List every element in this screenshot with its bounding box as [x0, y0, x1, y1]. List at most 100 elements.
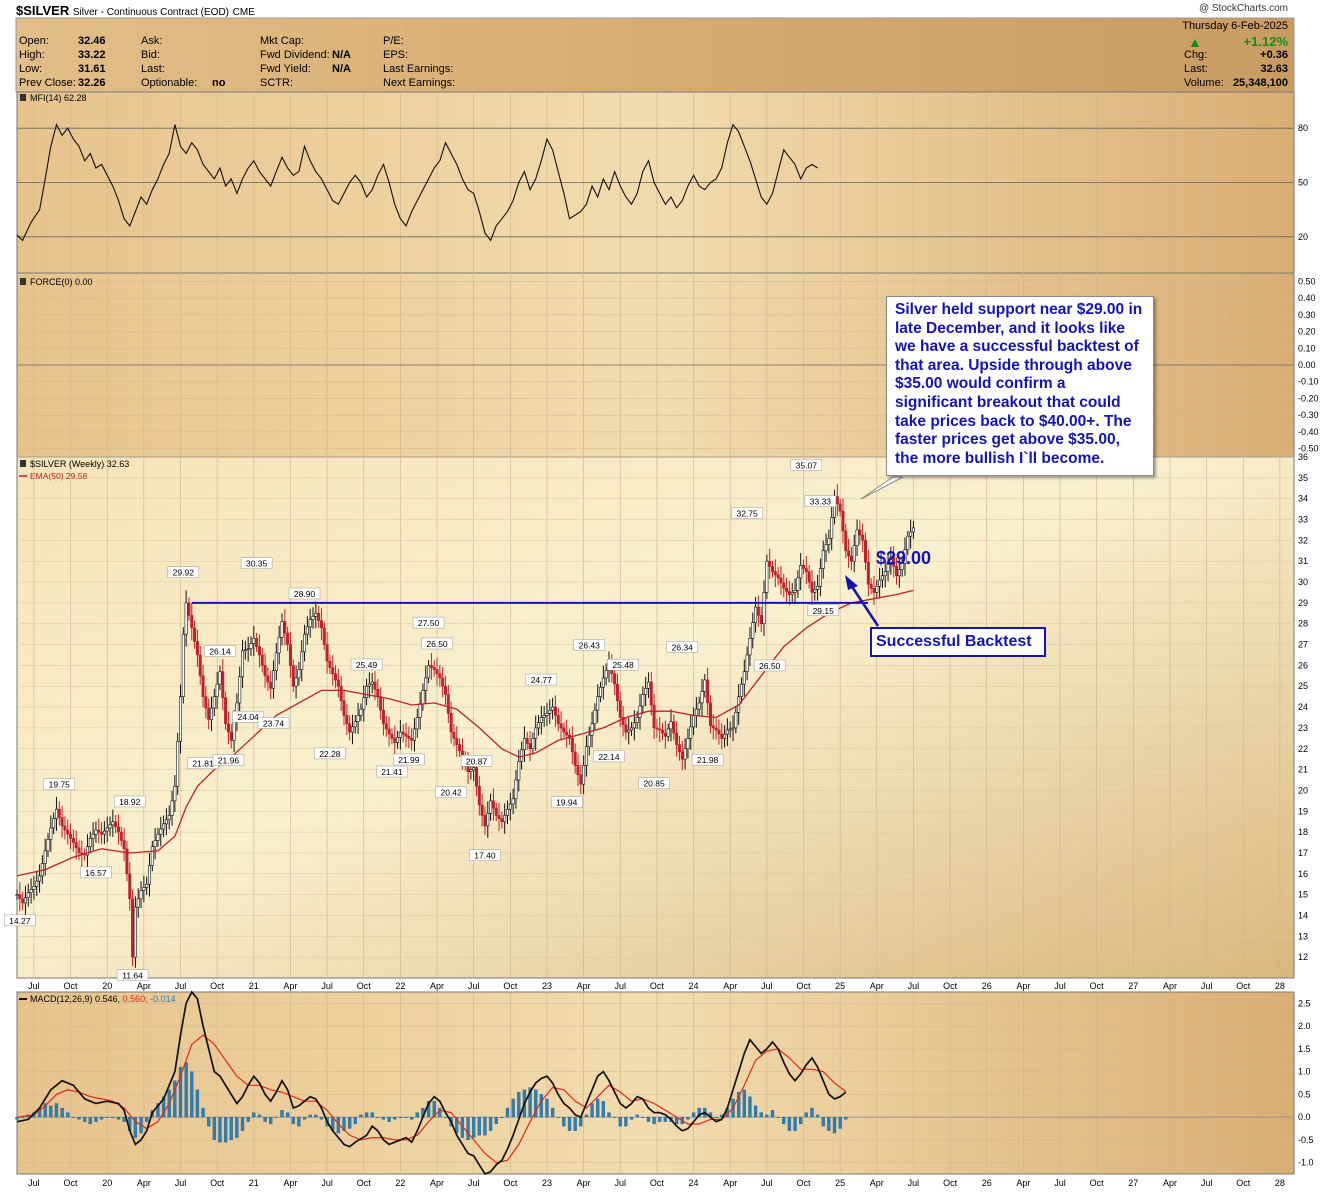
candle-body [131, 898, 135, 958]
macd-histogram-bar [770, 1110, 775, 1118]
backtest-callout: Successful Backtest [870, 627, 1046, 657]
candle-body [872, 587, 876, 593]
candle-body [799, 565, 803, 579]
candle-body [892, 556, 896, 567]
price-tick-label: 16 [1298, 869, 1308, 879]
candle-body [38, 875, 42, 882]
price-tick-label: 21 [1298, 765, 1308, 775]
price-tick-label: 33 [1298, 515, 1308, 525]
candle-body [232, 721, 236, 741]
candle-body [683, 748, 687, 760]
candle-body [274, 652, 278, 671]
candle-body [514, 779, 518, 800]
price-label-box [257, 717, 290, 729]
macd-histogram-bar [240, 1116, 245, 1131]
candle-body [336, 679, 340, 687]
candle-body [807, 571, 811, 583]
candle-body [539, 717, 543, 724]
macd-histogram-bar [314, 1114, 318, 1118]
macd-histogram-bar [54, 1103, 59, 1118]
macd-signal-line [16, 1034, 847, 1164]
mfi-line [16, 123, 818, 242]
macd-legend-signal: 0.560, [123, 994, 151, 1004]
macd-histogram-bar [83, 1116, 87, 1122]
candle-body [511, 798, 515, 805]
candle-body [537, 722, 541, 729]
price-label-box [469, 849, 501, 861]
price-label-box [525, 673, 558, 686]
macd-histogram-bar [607, 1112, 611, 1118]
macd-histogram-bar [776, 1116, 780, 1118]
x-tick-label: Apr [1016, 981, 1030, 991]
candle-body [796, 577, 800, 591]
candle-body [852, 545, 856, 562]
x-tick-label: Jul [321, 981, 333, 991]
candle-body [449, 713, 453, 733]
candle-body [604, 670, 608, 679]
candle-body [714, 727, 718, 731]
candle-body [590, 723, 594, 736]
price-label-box [43, 778, 76, 790]
macd-histogram-bar [658, 1116, 662, 1122]
x-tick-label: Apr [283, 981, 297, 991]
open-value: 32.46 [78, 35, 106, 47]
candle-body [816, 585, 820, 590]
candle-body [401, 731, 405, 735]
candle-body [438, 673, 442, 679]
candle-body [348, 723, 352, 733]
ema-legend: EMA(50) 29.58 [30, 471, 87, 481]
macd-histogram-bar [404, 1116, 408, 1118]
price-tick-label: 13 [1298, 931, 1308, 941]
candle-body [875, 585, 879, 593]
bid-label: Bid: [141, 49, 160, 61]
price-label: 20.42 [440, 788, 462, 798]
macd-histogram-bar [274, 1116, 278, 1118]
candle-body [353, 721, 357, 728]
macd-histogram-bar [156, 1103, 160, 1118]
candle-body [494, 807, 498, 816]
candle-body [697, 702, 701, 710]
price-label-box [114, 795, 146, 808]
macd-histogram-bar [94, 1116, 98, 1122]
fwd-dividend-value: N/A [332, 49, 351, 61]
price-label: 24.04 [238, 712, 260, 722]
candle-body [396, 736, 400, 743]
price-tick-label: 28 [1298, 619, 1308, 629]
candle-body [288, 644, 292, 666]
macd-histogram-bar [646, 1116, 651, 1122]
source-credit[interactable]: @ StockCharts.com [1198, 3, 1288, 14]
candle-body [229, 731, 233, 741]
macd-histogram-bar [584, 1114, 589, 1118]
price-label: 14.27 [9, 916, 31, 926]
candle-body [739, 683, 743, 697]
price-label-box [607, 658, 639, 671]
candle-body [703, 679, 707, 692]
price-label: 32.75 [736, 509, 758, 519]
candle-body [77, 847, 81, 854]
candle-body [886, 564, 890, 572]
candle-body [531, 738, 535, 750]
x-tick-label: 27 [1128, 981, 1138, 991]
force-tick-label: 0.30 [1298, 310, 1316, 320]
force-tick-label: -0.40 [1298, 427, 1319, 437]
candle-body [342, 700, 346, 716]
price-label-box [790, 459, 823, 471]
open-label: Open: [19, 35, 49, 47]
candle-body [689, 726, 693, 739]
price-label: 21.98 [697, 755, 719, 765]
candle-body [717, 729, 721, 735]
macd-histogram-bar [60, 1107, 64, 1118]
candle-body [328, 660, 332, 668]
macd-histogram-bar [556, 1116, 560, 1118]
candle-body [32, 886, 36, 890]
candle-body [503, 815, 507, 822]
candle-body [889, 556, 893, 565]
candle-body [895, 566, 899, 577]
price-label-box [550, 796, 583, 808]
candle-body [164, 819, 168, 825]
chg-value: +0.36 [1260, 49, 1288, 61]
macd-histogram-bar [235, 1116, 239, 1138]
candle-body [903, 549, 907, 564]
candle-body [641, 694, 645, 707]
candle-body [179, 696, 183, 742]
